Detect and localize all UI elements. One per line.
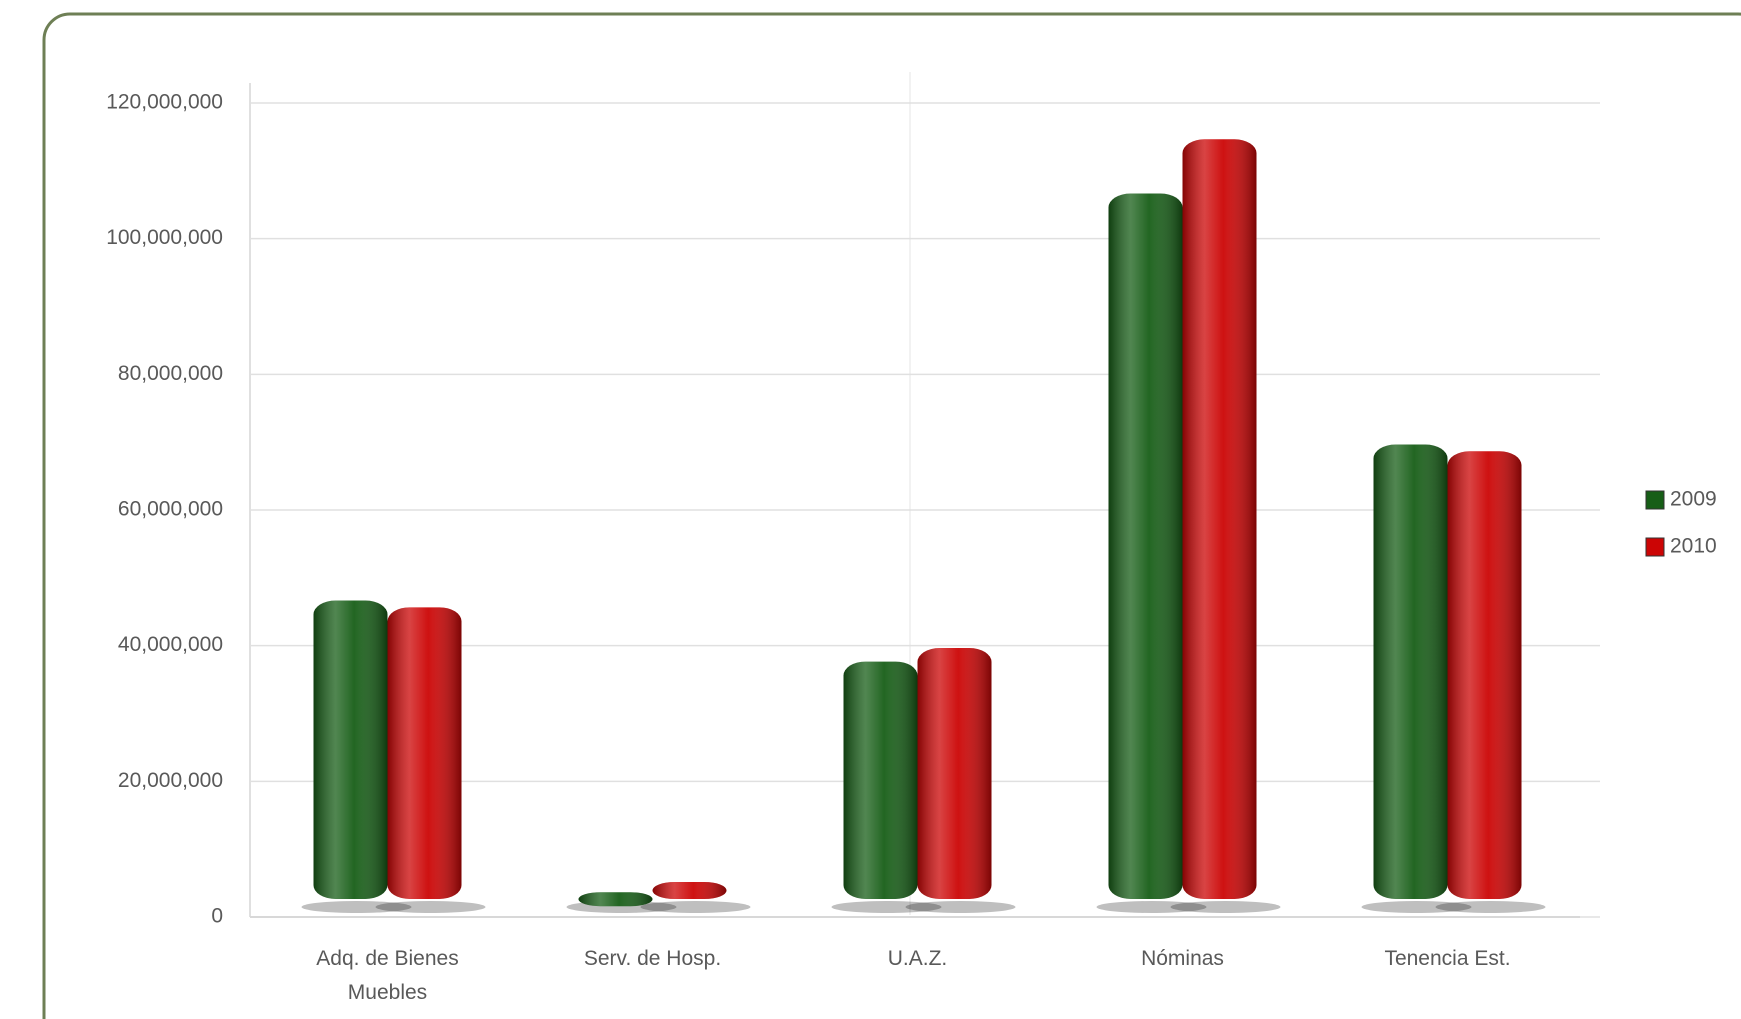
x-tick-label: Tenencia Est.: [1363, 942, 1533, 976]
legend-label: 2010: [1670, 535, 1717, 558]
bar-shadow: [906, 901, 1016, 913]
x-tick-label: U.A.Z.: [833, 942, 1003, 976]
y-tick-label: 60,000,000: [118, 498, 223, 521]
bar-highlight: [653, 882, 727, 899]
bar-shadow: [1171, 901, 1281, 913]
x-tick-label: Nóminas: [1098, 942, 1268, 976]
bar-highlight: [1109, 194, 1183, 899]
bar-shadow: [376, 901, 486, 913]
bar-highlight: [388, 607, 462, 899]
bar-highlight: [1374, 445, 1448, 899]
legend-swatch: [1646, 538, 1664, 556]
legend-label: 2009: [1670, 488, 1717, 511]
x-tick-label: Adq. de Bienes Muebles: [303, 942, 473, 1010]
legend-swatch: [1646, 491, 1664, 509]
chart: 0 20,000,000 40,000,000 60,000,000 80,000,00…: [0, 0, 1741, 1019]
bar-highlight: [579, 892, 653, 906]
y-tick-label: 120,000,000: [106, 91, 223, 114]
y-tick-label: 80,000,000: [118, 362, 223, 385]
bar-highlight: [1183, 139, 1257, 899]
bar-shadow: [1436, 901, 1546, 913]
y-tick-label: 100,000,000: [106, 226, 223, 249]
bar-highlight: [918, 648, 992, 899]
bar-highlight: [1448, 451, 1522, 899]
y-tick-label: 40,000,000: [118, 633, 223, 656]
y-tick-label: 20,000,000: [118, 769, 223, 792]
x-tick-label: Serv. de Hosp.: [568, 942, 738, 976]
bar-highlight: [844, 662, 918, 899]
page: 0 20,000,000 40,000,000 60,000,000 80,000,00…: [0, 0, 1741, 1019]
bar-shadow: [641, 901, 751, 913]
bar-highlight: [314, 601, 388, 899]
y-tick-label: 0: [211, 905, 223, 928]
